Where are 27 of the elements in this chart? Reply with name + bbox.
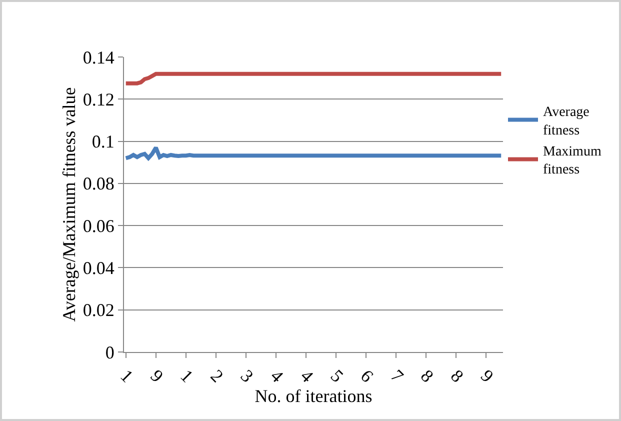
y-tick-label: 0.04 — [82, 258, 114, 278]
legend-label: Maximum fitness — [543, 144, 602, 178]
x-tick-label: 6 — [356, 366, 378, 386]
x-tick-label: 4 — [296, 366, 318, 386]
line-series — [124, 72, 503, 86]
x-axis-title: No. of iterations — [254, 386, 372, 406]
line-series — [124, 146, 503, 160]
x-tick-label: 4 — [266, 366, 288, 386]
x-tick-label: 2 — [206, 366, 228, 386]
x-tick-label: 3 — [236, 366, 258, 386]
y-tick-label: 0.08 — [82, 174, 114, 194]
y-tick-label: 0 — [105, 342, 114, 362]
y-tick-label: 0.02 — [82, 300, 114, 320]
x-tick-label: 8 — [446, 366, 468, 386]
x-tick-label: 9 — [146, 366, 168, 386]
y-axis-title: Average/Maximum fitness value — [59, 87, 80, 322]
legend-label: Average fitness — [543, 105, 590, 138]
y-tick-label: 0.12 — [82, 89, 114, 110]
y-tick-label: 0.06 — [82, 216, 114, 236]
x-tick-label: 5 — [326, 366, 348, 386]
x-tick-label: 1 — [116, 366, 138, 386]
x-tick-label: 8 — [416, 366, 438, 386]
y-tick-label: 0.1 — [92, 132, 114, 152]
y-tick-label: 0.14 — [82, 47, 114, 68]
x-tick-label: 7 — [386, 366, 408, 386]
x-tick-label: 1 — [176, 366, 198, 386]
x-tick-label: 9 — [476, 366, 498, 386]
